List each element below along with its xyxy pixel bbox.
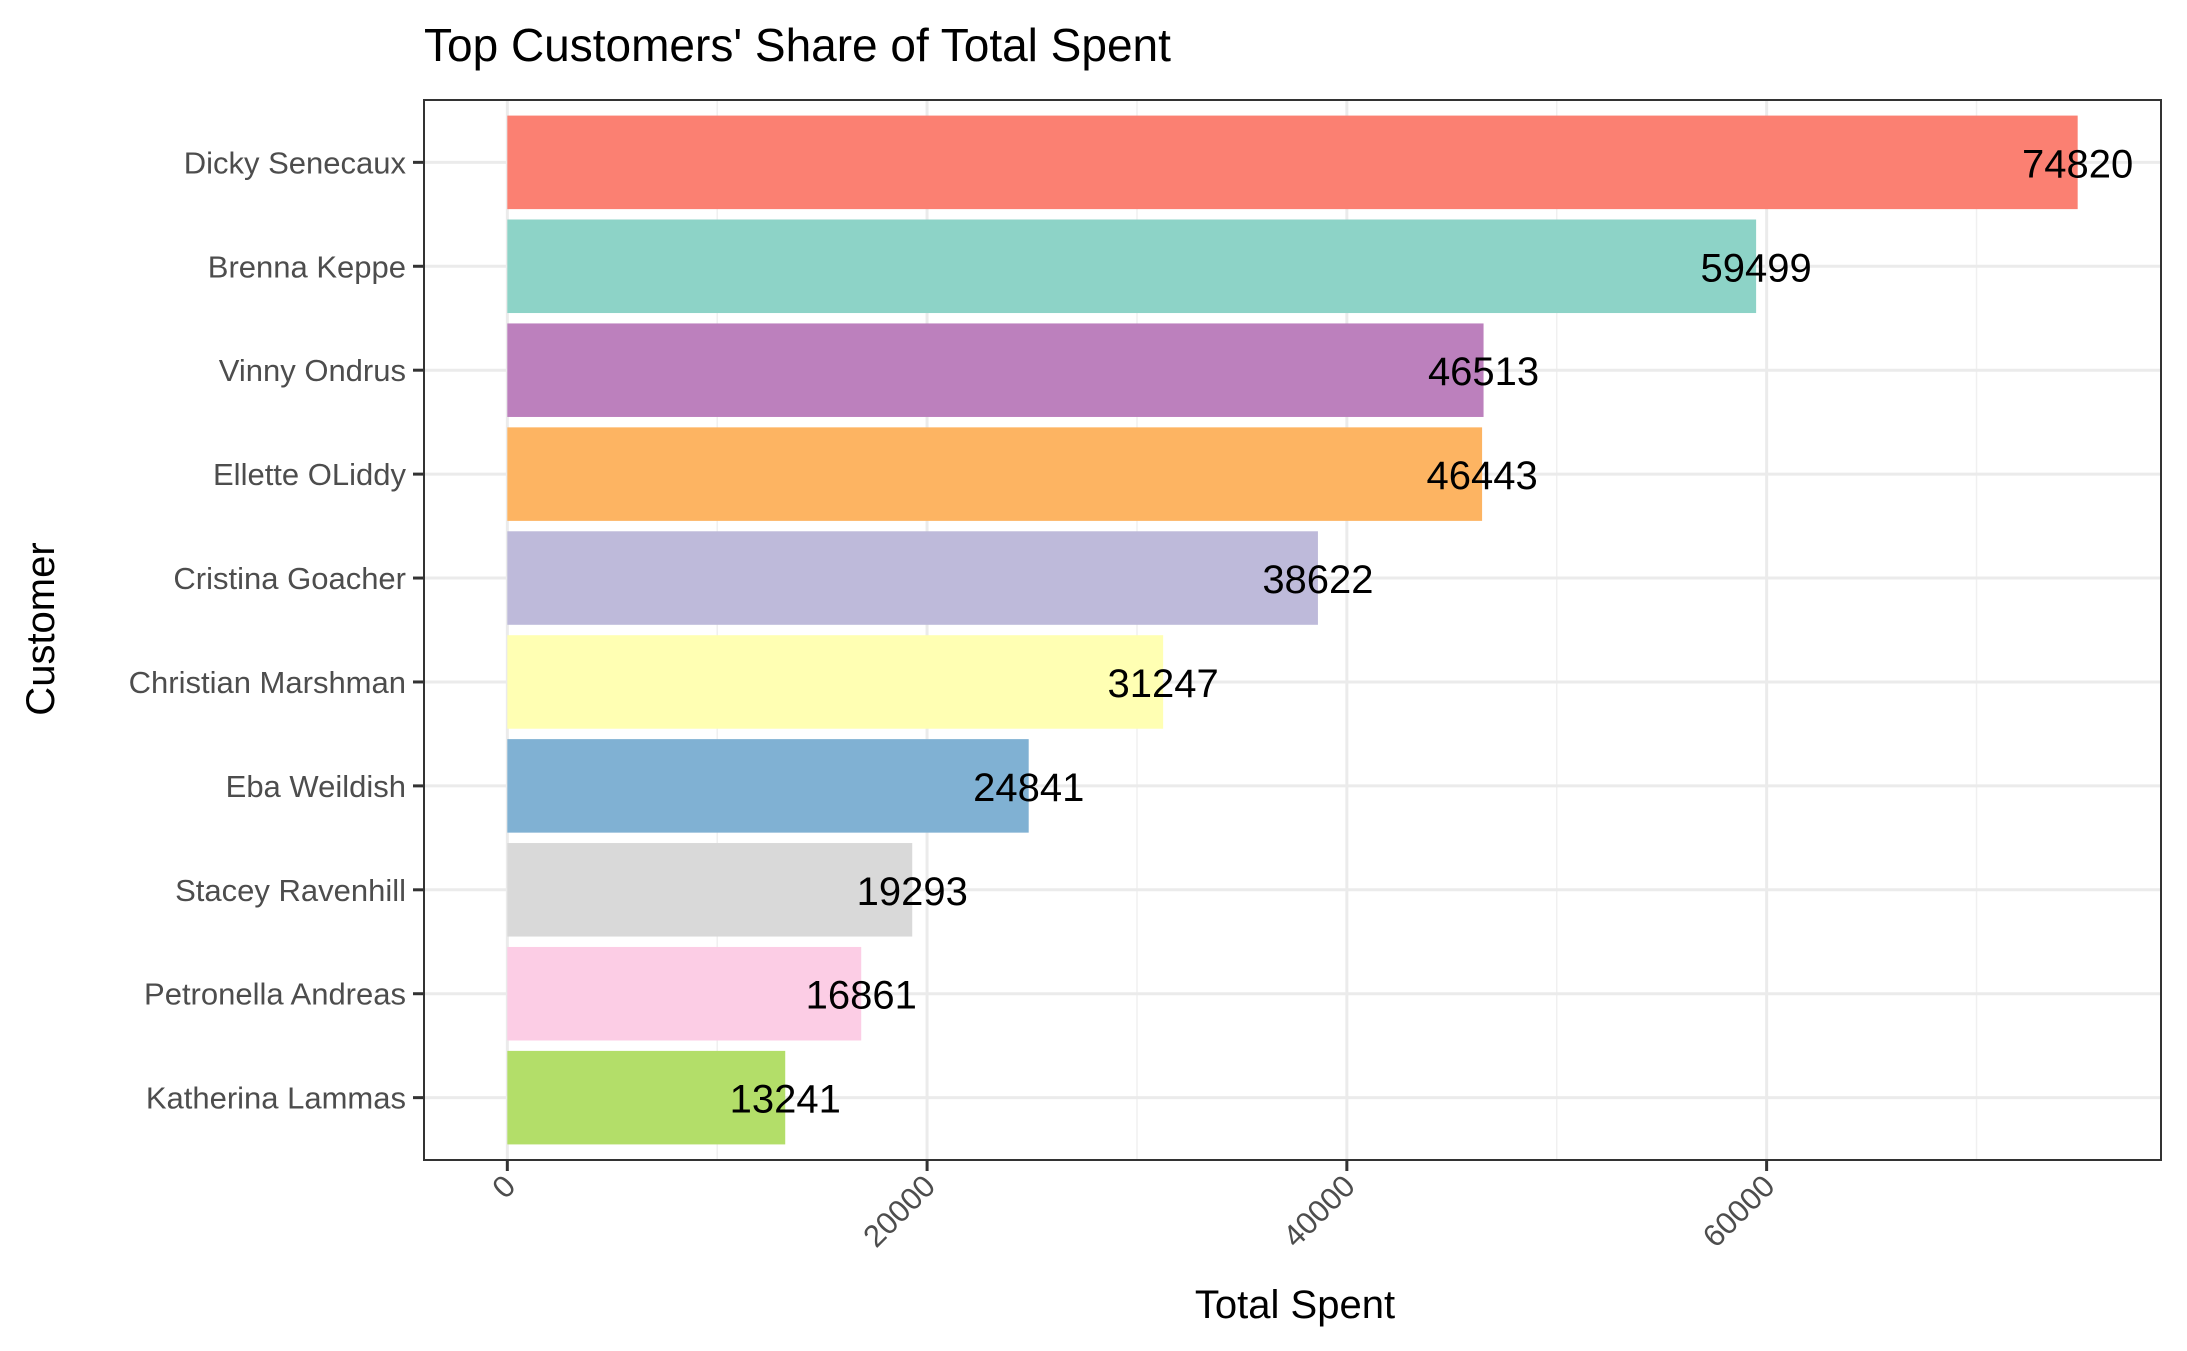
bar-petronella-andreas	[507, 946, 862, 1041]
bar-ellette-oliddy	[507, 427, 1483, 521]
y-tick-label: Katherina Lammas	[146, 1081, 406, 1116]
y-tick-label: Christian Marshman	[129, 665, 406, 700]
bar-cristina-goacher	[507, 531, 1318, 625]
data-label: 13241	[730, 1078, 841, 1122]
bar-brenna-keppe	[507, 219, 1757, 314]
data-label: 31247	[1108, 662, 1219, 706]
panel-border	[423, 99, 2162, 1161]
y-tick-label: Cristina Goacher	[173, 561, 406, 596]
data-label: 46513	[1428, 350, 1539, 394]
bar-christian-marshman	[507, 635, 1164, 729]
bar-stacey-ravenhill	[507, 843, 913, 937]
data-label: 74820	[2022, 142, 2133, 186]
data-label: 16861	[806, 974, 917, 1018]
data-label: 19293	[857, 870, 968, 914]
data-label: 46443	[1426, 454, 1537, 498]
y-tick-label: Stacey Ravenhill	[175, 873, 406, 908]
y-tick-label: Eba Weildish	[226, 769, 406, 804]
plot-panel: 74820 59499 46513 46443 38622 31247 24841 19293…	[423, 99, 2162, 1161]
data-label: 59499	[1700, 246, 1811, 290]
y-tick-label: Ellette OLiddy	[213, 457, 406, 492]
y-tick-label: Brenna Keppe	[208, 249, 406, 284]
bar-eba-weildish	[507, 739, 1029, 833]
y-tick-label: Vinny Ondrus	[219, 353, 406, 388]
data-label: 24841	[973, 766, 1084, 810]
x-axis-title: Total Spent	[1195, 1283, 1395, 1327]
y-tick-label: Petronella Andreas	[144, 977, 406, 1012]
y-tick-label: Dicky Senecaux	[184, 145, 407, 180]
bar-dicky-senecaux	[507, 115, 2078, 210]
data-label: 38622	[1262, 558, 1373, 602]
y-axis-title: Customer	[19, 542, 63, 715]
chart-title: Top Customers' Share of Total Spent	[424, 19, 1171, 71]
bar-katherina-lammas	[507, 1050, 786, 1145]
bar-vinny-ondrus	[507, 323, 1484, 417]
